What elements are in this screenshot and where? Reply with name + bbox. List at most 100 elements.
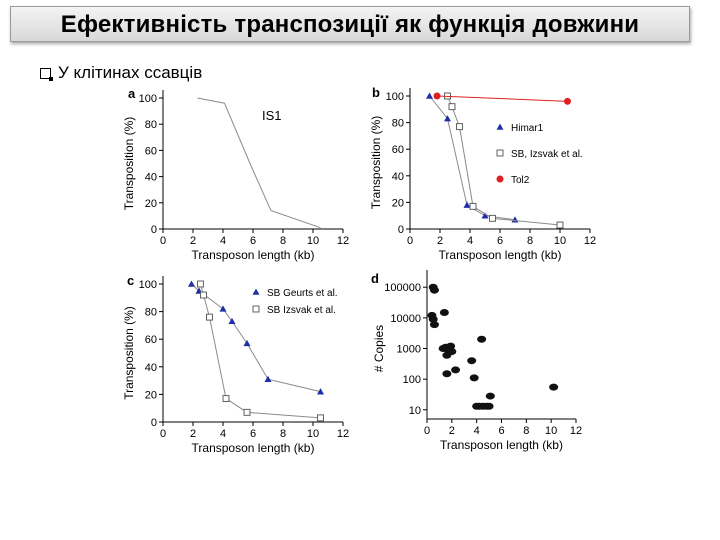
x-tick-label: 10 [545, 425, 557, 437]
legend-marker [496, 149, 504, 157]
data-point [478, 402, 488, 410]
y-axis-label: Transposition (%) [122, 306, 136, 400]
y-tick-label: 60 [392, 144, 404, 156]
data-point [197, 280, 204, 288]
x-tick-label: 0 [424, 425, 430, 437]
series-line [447, 95, 561, 226]
x-tick-label: 12 [570, 425, 582, 437]
data-point [219, 305, 227, 312]
data-point [317, 388, 324, 395]
x-tick-label: 10 [307, 235, 319, 247]
x-tick-label: 0 [407, 235, 413, 247]
x-tick-label: 12 [337, 428, 349, 440]
chart-panel-b: b 0 2 4 6 8 10 12 0 20 40 60 80 100 Transposon length … [369, 85, 596, 262]
x-tick-label: 6 [498, 425, 504, 437]
x-tick-label: 8 [280, 235, 286, 247]
data-point [222, 395, 230, 403]
legend-label: SB Geurts et al. [267, 288, 338, 299]
y-tick-label: 0 [398, 224, 404, 236]
legend-marker [252, 305, 260, 313]
data-point [485, 392, 495, 400]
legend-marker [252, 288, 260, 295]
y-axis-label: Transposition (%) [122, 117, 136, 211]
x-tick-label: 6 [250, 235, 256, 247]
x-tick-label: 0 [160, 235, 166, 247]
panel-letter-d: d [371, 271, 379, 286]
chart-panel-a: a 0 2 4 6 8 10 12 0 20 40 60 80 100 Transposon length … [122, 86, 349, 262]
series-line [197, 97, 321, 229]
series-tol2 [433, 92, 571, 105]
data-point [451, 366, 461, 374]
y-tick-label: 80 [145, 119, 157, 131]
legend-label: Himar1 [511, 123, 544, 134]
x-tick-label: 10 [307, 428, 319, 440]
y-tick-label: 100 [386, 91, 404, 103]
legend-label: SB Izsvak et al. [267, 305, 336, 316]
x-tick-label: 10 [554, 235, 566, 247]
chart-panel-c: c 0 2 4 6 8 10 12 0 20 40 60 80 100 Transposon length … [122, 273, 349, 455]
series-panel-a [197, 97, 321, 229]
y-tick-label: 10000 [390, 313, 421, 325]
data-point [549, 383, 559, 391]
data-point [456, 123, 463, 131]
x-tick-label: 4 [467, 235, 473, 247]
x-axis-label: Transposon length (kb) [440, 438, 563, 452]
x-tick-label: 6 [250, 428, 256, 440]
y-tick-label: 40 [392, 171, 404, 183]
y-tick-label: 80 [145, 307, 157, 319]
data-point [429, 286, 439, 294]
x-tick-label: 6 [497, 235, 503, 247]
x-tick-label: 8 [280, 428, 286, 440]
y-tick-label: 100 [403, 374, 421, 386]
legend-label: Tol2 [511, 175, 530, 186]
y-tick-label: 0 [151, 224, 157, 236]
data-point [433, 92, 441, 100]
data-point [317, 414, 324, 422]
data-point [428, 315, 438, 323]
data-point [477, 335, 487, 343]
data-point [556, 221, 564, 229]
data-point [446, 342, 456, 350]
data-point [447, 347, 457, 355]
data-point [467, 357, 477, 365]
data-point [243, 408, 251, 416]
y-axis-label: # Copies [372, 325, 386, 372]
series-line [191, 283, 321, 393]
y-tick-label: 100 [139, 93, 157, 105]
data-point [206, 313, 213, 321]
y-tick-label: 60 [145, 334, 157, 346]
series-sb-geurts-et-al- [188, 280, 324, 395]
panel-letter-a: a [128, 86, 136, 101]
series-sb-izsvak-et-al- [444, 92, 564, 229]
y-tick-label: 20 [145, 198, 157, 210]
x-axis-label: Transposon length (kb) [192, 248, 315, 262]
data-point [484, 402, 494, 410]
legend-marker [496, 123, 504, 130]
x-tick-label: 12 [584, 235, 596, 247]
x-tick-label: 2 [449, 425, 455, 437]
y-axis-label: Transposition (%) [369, 116, 383, 210]
y-tick-label: 10 [409, 405, 421, 417]
legend: Himar1 SB, Izsvak et al. Tol2 [496, 123, 583, 186]
data-point [481, 212, 489, 219]
y-tick-label: 20 [392, 197, 404, 209]
data-point [264, 375, 272, 383]
legend-label: SB, Izsvak et al. [511, 149, 583, 160]
data-point [564, 97, 571, 105]
x-tick-label: 12 [337, 235, 349, 247]
slide-title: Ефективність транспозиції як функція дов… [60, 11, 640, 38]
y-tick-label: 60 [145, 145, 157, 157]
y-tick-label: 100000 [384, 282, 421, 294]
bullet-row: У клітинах ссавців [40, 63, 202, 83]
data-point [489, 214, 496, 222]
x-axis-label: Transposon length (kb) [192, 441, 315, 455]
data-point [200, 291, 207, 299]
x-tick-label: 8 [527, 235, 533, 247]
x-tick-label: 4 [220, 428, 226, 440]
data-point [439, 308, 449, 316]
data-point [448, 103, 456, 111]
checkbox-bullet-icon [40, 67, 53, 81]
x-tick-label: 8 [523, 425, 529, 437]
y-tick-label: 20 [145, 389, 157, 401]
data-point [444, 115, 451, 122]
